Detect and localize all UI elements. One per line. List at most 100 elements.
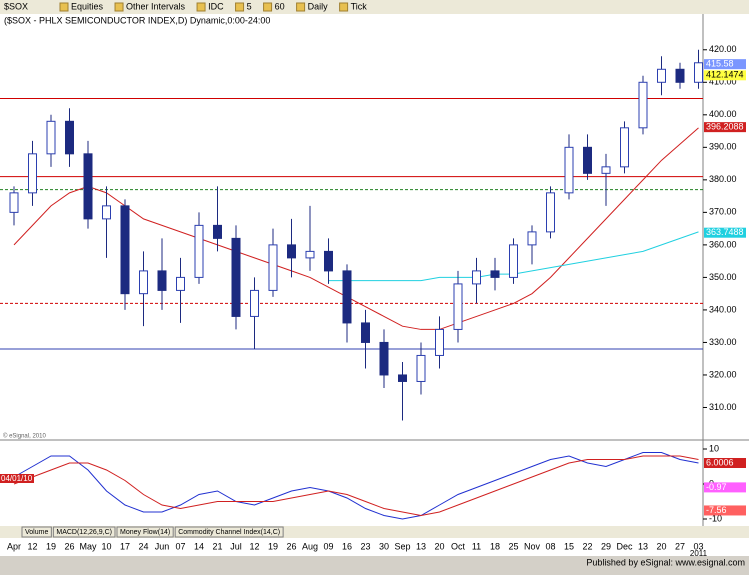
toolbar-icon[interactable] bbox=[114, 2, 124, 12]
price-label-bg bbox=[704, 505, 746, 516]
toolbar-item[interactable]: Tick bbox=[351, 1, 368, 11]
candle-body bbox=[416, 354, 426, 382]
price-label: -7.56 bbox=[706, 505, 727, 515]
candle-body bbox=[361, 322, 370, 343]
x-tick-label: 10 bbox=[101, 541, 111, 551]
tab[interactable]: Commodity Channel Index(14,C) bbox=[178, 529, 280, 536]
y-tick-label: 410.00 bbox=[709, 77, 737, 87]
start-label-bg bbox=[0, 474, 34, 483]
candle-body bbox=[250, 289, 259, 317]
candle-body bbox=[527, 231, 537, 246]
y-tick-label: 10 bbox=[709, 443, 719, 453]
toolbar-icon[interactable] bbox=[339, 2, 349, 12]
x-tick-label: 23 bbox=[360, 541, 370, 551]
candle-body bbox=[176, 276, 185, 291]
candle-body bbox=[694, 62, 703, 83]
x-tick-label: Jul bbox=[230, 541, 242, 551]
x-tick-label: 21 bbox=[212, 541, 222, 551]
candle-body bbox=[9, 192, 19, 213]
tab-frame[interactable] bbox=[174, 526, 284, 538]
candle-body bbox=[601, 166, 611, 174]
toolbar-icon[interactable] bbox=[296, 2, 306, 12]
candle-body bbox=[379, 341, 389, 376]
x-tick-label: 09 bbox=[323, 541, 333, 551]
y-tick-label: 370.00 bbox=[709, 207, 737, 217]
tab-bar bbox=[0, 526, 749, 538]
x-tick-label: 03 bbox=[693, 541, 703, 551]
candle-body bbox=[120, 205, 130, 295]
candle-body bbox=[472, 270, 481, 285]
candle-body bbox=[268, 244, 278, 291]
candle-body bbox=[657, 68, 666, 83]
y-tick-label: 360.00 bbox=[709, 239, 737, 249]
candle-body bbox=[435, 328, 444, 356]
price-label: 6.0006 bbox=[706, 457, 734, 467]
x-tick-label: 30 bbox=[379, 541, 389, 551]
candle-body bbox=[194, 224, 204, 278]
x-tick-label: 12 bbox=[249, 541, 259, 551]
candle-body bbox=[83, 153, 93, 220]
y-tick-label: -10 bbox=[709, 513, 722, 523]
x-tick-label: 17 bbox=[120, 541, 130, 551]
tab-frame[interactable] bbox=[116, 526, 174, 538]
price-axis bbox=[703, 14, 749, 526]
x-tick-label: 11 bbox=[472, 541, 481, 551]
toolbar-item[interactable]: Daily bbox=[308, 1, 329, 11]
tab-frame[interactable] bbox=[21, 526, 52, 538]
x-tick-label: Nov bbox=[524, 541, 541, 551]
toolbar-item[interactable]: 5 bbox=[247, 1, 252, 11]
toolbar-item[interactable]: 60 bbox=[275, 1, 285, 11]
series-line bbox=[13, 452, 699, 520]
x-tick-label: 26 bbox=[286, 541, 296, 551]
x-tick-label: Oct bbox=[451, 541, 466, 551]
tab-frame[interactable] bbox=[52, 526, 116, 538]
tab[interactable]: Money Flow(14) bbox=[120, 529, 170, 536]
candle-body bbox=[620, 127, 629, 168]
series-line bbox=[13, 455, 699, 517]
toolbar-item[interactable]: Equities bbox=[71, 1, 104, 11]
price-label: -0.97 bbox=[706, 482, 727, 492]
x-tick-label: 13 bbox=[416, 541, 426, 551]
toolbar-item[interactable]: IDC bbox=[208, 1, 224, 11]
candle-body bbox=[305, 250, 315, 259]
y-tick-label: 400.00 bbox=[709, 109, 737, 119]
x-tick-label: Apr bbox=[7, 541, 21, 551]
y-tick-label: 350.00 bbox=[709, 272, 737, 282]
tab[interactable]: Volume bbox=[25, 529, 48, 536]
price-label: 363.7488 bbox=[706, 227, 744, 237]
candle-body bbox=[398, 374, 407, 382]
y-tick-label: 340.00 bbox=[709, 304, 737, 314]
price-label-bg bbox=[704, 457, 746, 468]
symbol[interactable]: $SOX bbox=[4, 1, 28, 11]
tab[interactable]: MACD(12,26,9,C) bbox=[56, 529, 112, 536]
candle-body bbox=[675, 68, 685, 83]
x-tick-label: 19 bbox=[268, 541, 278, 551]
x-tick-label: 25 bbox=[508, 541, 518, 551]
toolbar bbox=[0, 0, 749, 14]
toolbar-icon[interactable] bbox=[196, 2, 206, 12]
candle-body bbox=[65, 120, 74, 155]
x-tick-label: 22 bbox=[582, 541, 592, 551]
toolbar-item[interactable]: Other Intervals bbox=[126, 1, 186, 11]
x-tick-label: 08 bbox=[545, 541, 555, 551]
footer: Published by eSignal: www.esignal.com bbox=[586, 557, 745, 567]
price-label-bg bbox=[704, 59, 746, 70]
x-tick-label: 13 bbox=[638, 541, 648, 551]
y-tick-label: 320.00 bbox=[709, 369, 737, 379]
price-label-bg bbox=[704, 482, 746, 493]
candle-body bbox=[28, 153, 37, 194]
x-tick-label: 14 bbox=[194, 541, 204, 551]
candle-body bbox=[509, 244, 518, 278]
toolbar-icon[interactable] bbox=[235, 2, 245, 12]
toolbar-icon[interactable] bbox=[263, 2, 273, 12]
y-tick-label: 390.00 bbox=[709, 142, 737, 152]
candle-body bbox=[231, 237, 241, 317]
copyright: © eSignal, 2010 bbox=[3, 433, 46, 440]
x-tick-label: 27 bbox=[675, 541, 685, 551]
y-tick-label: 420.00 bbox=[709, 44, 737, 54]
candle-body bbox=[157, 270, 167, 291]
toolbar-icon[interactable] bbox=[59, 2, 69, 12]
candle-body bbox=[342, 270, 352, 324]
candle-body bbox=[213, 224, 222, 239]
